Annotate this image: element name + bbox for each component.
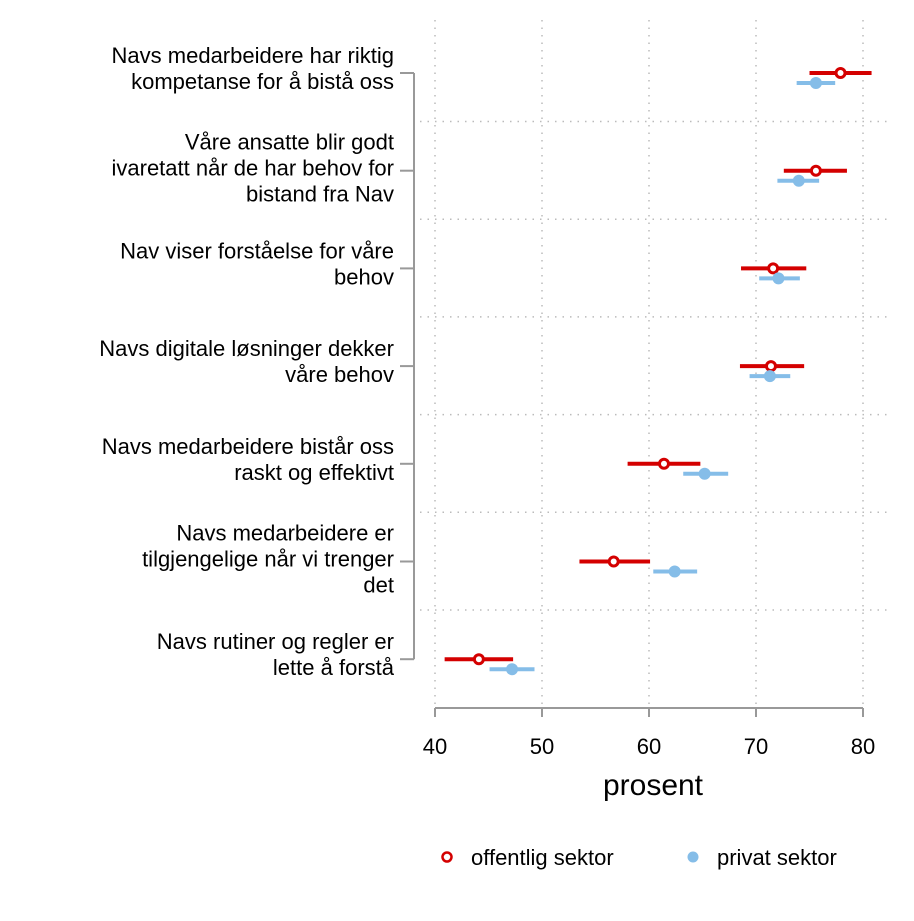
y-tick-label: Navs medarbeidere bistår oss — [102, 434, 394, 459]
y-tick-label: Navs medarbeidere er — [176, 521, 394, 546]
y-tick-label: Våre ansatte blir godt — [185, 130, 394, 155]
data-point — [668, 565, 681, 578]
x-axis-title: prosent — [603, 769, 704, 802]
y-tick-label: ivaretatt når de har behov for — [112, 156, 395, 181]
y-tick-label: Navs rutiner og regler er — [157, 629, 394, 654]
y-tick-label: behov — [334, 264, 394, 289]
legend-label: privat sektor — [717, 845, 837, 870]
y-tick-label: lette å forstå — [273, 655, 395, 680]
x-tick-label: 40 — [423, 734, 447, 759]
x-tick-label: 70 — [744, 734, 768, 759]
data-point — [834, 67, 847, 79]
data-point — [767, 262, 780, 275]
y-tick-label: Navs digitale løsninger dekker — [99, 336, 394, 361]
y-tick-label: Nav viser forståelse for våre — [120, 238, 394, 263]
data-point — [792, 174, 805, 187]
data-point — [698, 467, 711, 480]
data-point — [506, 663, 519, 676]
legend-marker — [441, 851, 453, 863]
data-point — [809, 164, 822, 177]
data-point — [809, 77, 822, 89]
x-tick-label: 80 — [851, 734, 875, 759]
y-tick-label: tilgjengelige når vi trenger — [142, 547, 394, 572]
data-point — [607, 555, 620, 568]
y-tick-label: kompetanse for å bistå oss — [131, 69, 394, 94]
legend-label: offentlig sektor — [471, 845, 614, 870]
data-point — [657, 457, 670, 470]
y-tick-label: våre behov — [285, 362, 394, 387]
x-tick-label: 60 — [637, 734, 661, 759]
y-tick-label: det — [363, 573, 394, 598]
x-tick-label: 50 — [530, 734, 554, 759]
data-point — [772, 272, 785, 285]
y-tick-label: Navs medarbeidere har riktig — [112, 43, 394, 68]
data-point — [472, 653, 485, 666]
data-point — [764, 360, 777, 373]
data-point — [763, 370, 776, 383]
legend-marker — [687, 851, 699, 863]
y-tick-label: bistand fra Nav — [246, 182, 394, 207]
y-tick-label: raskt og effektivt — [234, 460, 394, 485]
